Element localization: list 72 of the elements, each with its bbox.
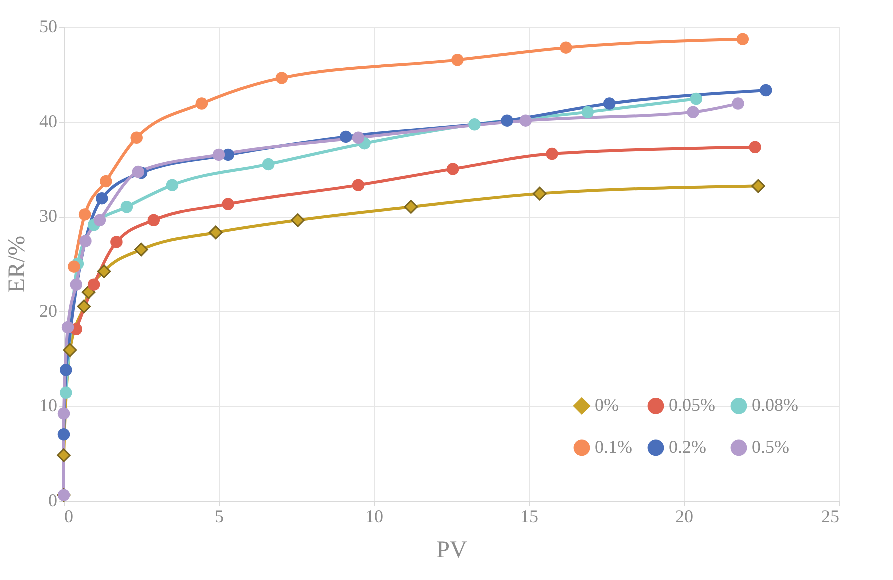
y-axis-title: ER/%	[4, 236, 30, 294]
legend-label: 0.05%	[669, 395, 716, 416]
x-axis-title: PV	[436, 538, 468, 564]
x-tick-label: 15	[520, 506, 538, 526]
x-tick-label: 0	[64, 506, 74, 526]
legend-label: 0.2%	[669, 437, 706, 457]
point	[80, 235, 92, 248]
point	[732, 98, 744, 110]
point	[96, 192, 108, 205]
point	[62, 321, 74, 334]
point	[582, 106, 594, 118]
y-tick-label: 20	[40, 300, 58, 321]
point	[603, 98, 616, 110]
point	[452, 54, 464, 66]
x-tick-label: 5	[215, 506, 224, 526]
point	[276, 72, 288, 84]
point	[212, 148, 226, 162]
point	[94, 214, 106, 227]
y-tick-label: 30	[40, 206, 58, 226]
point	[78, 208, 92, 221]
point	[760, 84, 772, 97]
point	[468, 118, 481, 131]
point	[196, 98, 208, 110]
point	[690, 92, 703, 106]
y-tick-label: 0	[48, 490, 58, 510]
point	[97, 264, 112, 278]
point	[100, 175, 112, 188]
point	[68, 260, 80, 273]
point	[352, 132, 365, 144]
point	[532, 186, 547, 201]
point	[560, 42, 572, 54]
point	[340, 130, 352, 144]
point	[63, 343, 78, 358]
point	[520, 114, 532, 127]
point	[209, 226, 223, 240]
legend-label: 0%	[595, 395, 619, 416]
point	[546, 148, 558, 160]
point	[77, 300, 92, 314]
point	[134, 242, 148, 257]
point	[132, 166, 145, 178]
legend-label: 0.08%	[752, 395, 798, 416]
point	[291, 214, 305, 228]
point	[110, 236, 123, 248]
point	[446, 163, 460, 176]
point	[352, 179, 365, 192]
y-tick-label: 50	[40, 16, 58, 36]
x-tick-label: 25	[822, 506, 840, 526]
point	[57, 448, 71, 462]
point	[736, 33, 750, 46]
point	[60, 386, 72, 400]
point	[222, 198, 234, 210]
point	[88, 278, 100, 291]
point	[120, 201, 134, 214]
legend-label: 0.5%	[752, 437, 790, 457]
point	[262, 158, 275, 171]
y-tick-label: 10	[40, 396, 58, 416]
x-tick-label: 20	[676, 506, 694, 526]
point	[749, 141, 762, 154]
y-tick-label: 40	[40, 111, 58, 132]
x-tick-label: 10	[366, 506, 384, 526]
point	[404, 200, 418, 214]
point	[70, 278, 83, 291]
legend-label: 0.1%	[595, 437, 632, 457]
point	[58, 428, 70, 441]
point	[58, 408, 70, 420]
point	[130, 132, 143, 144]
point	[148, 214, 160, 227]
point	[752, 179, 766, 194]
point	[501, 114, 514, 127]
point	[687, 106, 700, 118]
point	[60, 364, 72, 376]
point	[166, 179, 179, 192]
